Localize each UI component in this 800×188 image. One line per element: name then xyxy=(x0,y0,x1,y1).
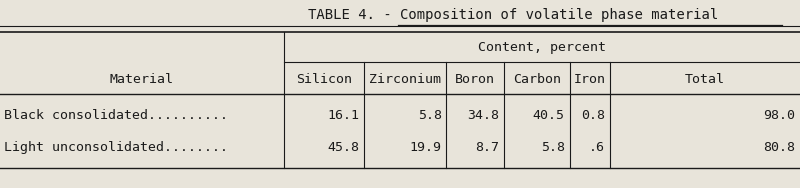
Text: 19.9: 19.9 xyxy=(410,141,442,154)
Text: .6: .6 xyxy=(589,141,605,154)
Text: Zirconium: Zirconium xyxy=(370,73,442,86)
Text: Boron: Boron xyxy=(455,73,495,86)
Text: 34.8: 34.8 xyxy=(467,109,499,122)
Text: Content, percent: Content, percent xyxy=(478,41,606,55)
Text: Black consolidated..........: Black consolidated.......... xyxy=(4,109,228,122)
Text: 40.5: 40.5 xyxy=(533,109,565,122)
Text: Light unconsolidated........: Light unconsolidated........ xyxy=(4,141,228,154)
Text: Material: Material xyxy=(110,73,174,86)
Text: TABLE 4. -: TABLE 4. - xyxy=(308,8,400,21)
Text: 5.8: 5.8 xyxy=(541,141,565,154)
Text: Composition of volatile phase material: Composition of volatile phase material xyxy=(400,8,718,21)
Text: 0.8: 0.8 xyxy=(581,109,605,122)
Text: Total: Total xyxy=(685,73,725,86)
Text: 45.8: 45.8 xyxy=(327,141,359,154)
Text: 16.1: 16.1 xyxy=(327,109,359,122)
Text: 5.8: 5.8 xyxy=(418,109,442,122)
Text: Iron: Iron xyxy=(574,73,606,86)
Text: Carbon: Carbon xyxy=(513,73,561,86)
Text: 8.7: 8.7 xyxy=(475,141,499,154)
Text: 98.0: 98.0 xyxy=(763,109,795,122)
Text: Silicon: Silicon xyxy=(296,73,352,86)
Text: 80.8: 80.8 xyxy=(763,141,795,154)
